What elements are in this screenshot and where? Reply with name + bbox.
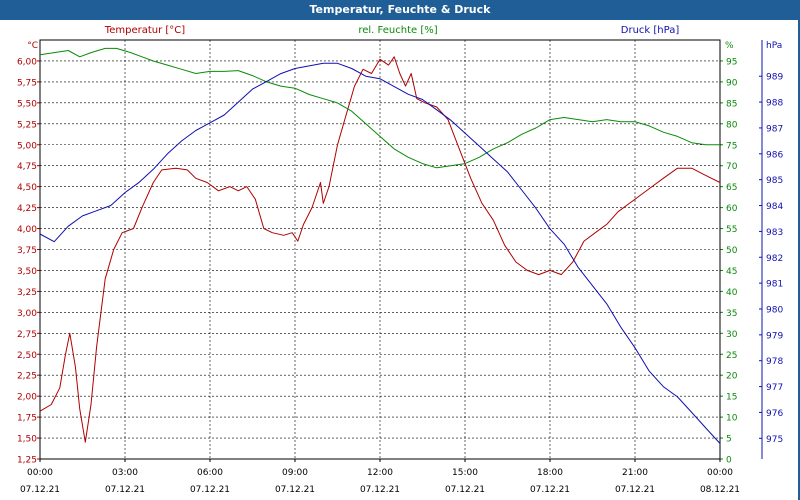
x-tick-time-label: 15:00 (452, 468, 478, 478)
temperature-tick-label: 2,75 (17, 330, 37, 340)
pressure-tick-label: 989 (766, 73, 783, 83)
humidity-tick-label: 55 (726, 225, 737, 235)
window-title: Temperatur, Feuchte & Druck (0, 0, 800, 20)
x-tick-time-label: 00:00 (27, 468, 53, 478)
humidity-tick-label: 25 (726, 351, 737, 361)
x-tick-date-label: 08.12.21 (700, 485, 740, 495)
temperature-tick-label: 1,75 (17, 414, 37, 424)
humidity-axis-title: rel. Feuchte [%] (358, 25, 437, 36)
pressure-series-line (39, 62, 721, 444)
pressure-tick-label: 977 (766, 383, 783, 393)
pressure-tick-label: 980 (766, 305, 783, 315)
humidity-tick-label: 0 (726, 456, 732, 466)
humidity-tick-label: 90 (726, 78, 738, 88)
x-tick-time-label: 00:00 (707, 468, 733, 478)
plot-frame (39, 39, 721, 460)
pressure-tick-label: 979 (766, 331, 783, 341)
temperature-tick-label: 5,50 (17, 99, 37, 109)
x-tick-time-label: 09:00 (282, 468, 308, 478)
humidity-tick-label: 60 (726, 204, 738, 214)
x-tick-date-label: 07.12.21 (530, 485, 570, 495)
humidity-tick-label: 5 (726, 435, 732, 445)
temperature-tick-label: 2,00 (17, 393, 37, 403)
temperature-tick-label: 3,75 (17, 246, 37, 256)
temperature-tick-label: 4,00 (17, 225, 37, 235)
humidity-tick-label: 65 (726, 183, 737, 193)
pressure-axis-title: Druck [hPa] (621, 25, 680, 36)
temperature-tick-label: 3,50 (17, 267, 37, 277)
humidity-tick-label: 70 (726, 162, 738, 172)
x-tick-date-label: 07.12.21 (190, 485, 230, 495)
humidity-tick-label: 85 (726, 99, 737, 109)
temperature-tick-label: 1,50 (17, 435, 37, 445)
humidity-unit-label: % (725, 41, 734, 51)
temperature-series-line (39, 56, 721, 443)
humidity-tick-label: 35 (726, 309, 737, 319)
axis-labels: 1,25 1,50 1,75 2,00 2,25 2,50 2,75 3,00 3,25 3,50… (17, 57, 783, 495)
temperature-tick-label: 2,25 (17, 372, 37, 382)
humidity-tick-label: 50 (726, 246, 738, 256)
x-tick-date-label: 07.12.21 (615, 485, 655, 495)
x-tick-date-label: 07.12.21 (105, 485, 145, 495)
humidity-tick-label: 30 (726, 330, 738, 340)
pressure-tick-label: 988 (766, 99, 783, 109)
temperature-tick-label: 5,75 (17, 78, 37, 88)
temperature-tick-label: 5,25 (17, 120, 37, 130)
temperature-tick-label: 3,25 (17, 288, 37, 298)
pressure-tick-label: 987 (766, 124, 783, 134)
temperature-tick-label: 2,50 (17, 351, 37, 361)
x-tick-date-label: 07.12.21 (445, 485, 485, 495)
humidity-tick-label: 95 (726, 57, 737, 67)
pressure-tick-label: 985 (766, 176, 783, 186)
humidity-tick-label: 20 (726, 372, 738, 382)
x-tick-time-label: 21:00 (622, 468, 648, 478)
pressure-unit-label: hPa (766, 41, 782, 51)
temperature-tick-label: 4,25 (17, 204, 37, 214)
humidity-tick-label: 10 (726, 414, 738, 424)
pressure-tick-label: 983 (766, 228, 783, 238)
x-tick-date-label: 07.12.21 (20, 485, 60, 495)
humidity-tick-label: 75 (726, 141, 737, 151)
pressure-tick-label: 976 (766, 409, 783, 419)
weather-chart: 1,25 1,50 1,75 2,00 2,25 2,50 2,75 3,00 3,25 3,50… (17, 20, 800, 500)
x-tick-time-label: 06:00 (197, 468, 223, 478)
humidity-tick-label: 80 (726, 120, 738, 130)
x-tick-time-label: 03:00 (112, 468, 138, 478)
x-tick-date-label: 07.12.21 (360, 485, 400, 495)
x-tick-time-label: 18:00 (537, 468, 563, 478)
temperature-axis-title: Temperatur [°C] (104, 25, 185, 36)
pressure-tick-label: 984 (766, 202, 783, 212)
x-tick-time-label: 12:00 (367, 468, 393, 478)
pressure-tick-label: 982 (766, 254, 783, 264)
humidity-tick-label: 15 (726, 393, 737, 403)
temperature-unit-label: °C (27, 41, 38, 51)
humidity-tick-label: 40 (726, 288, 738, 298)
temperature-tick-label: 4,50 (17, 183, 37, 193)
grid-lines (37, 40, 762, 462)
humidity-series-line (39, 47, 720, 169)
temperature-tick-label: 4,75 (17, 162, 37, 172)
pressure-tick-label: 986 (766, 150, 783, 160)
pressure-tick-label: 975 (766, 435, 783, 445)
temperature-tick-label: 6,00 (17, 57, 37, 67)
pressure-tick-label: 978 (766, 357, 783, 367)
series-lines (39, 47, 721, 444)
temperature-tick-label: 3,00 (17, 309, 37, 319)
x-tick-date-label: 07.12.21 (275, 485, 315, 495)
humidity-tick-label: 45 (726, 267, 737, 277)
temperature-tick-label: 5,00 (17, 141, 37, 151)
pressure-tick-label: 981 (766, 280, 783, 290)
temperature-tick-label: 1,25 (17, 456, 37, 466)
